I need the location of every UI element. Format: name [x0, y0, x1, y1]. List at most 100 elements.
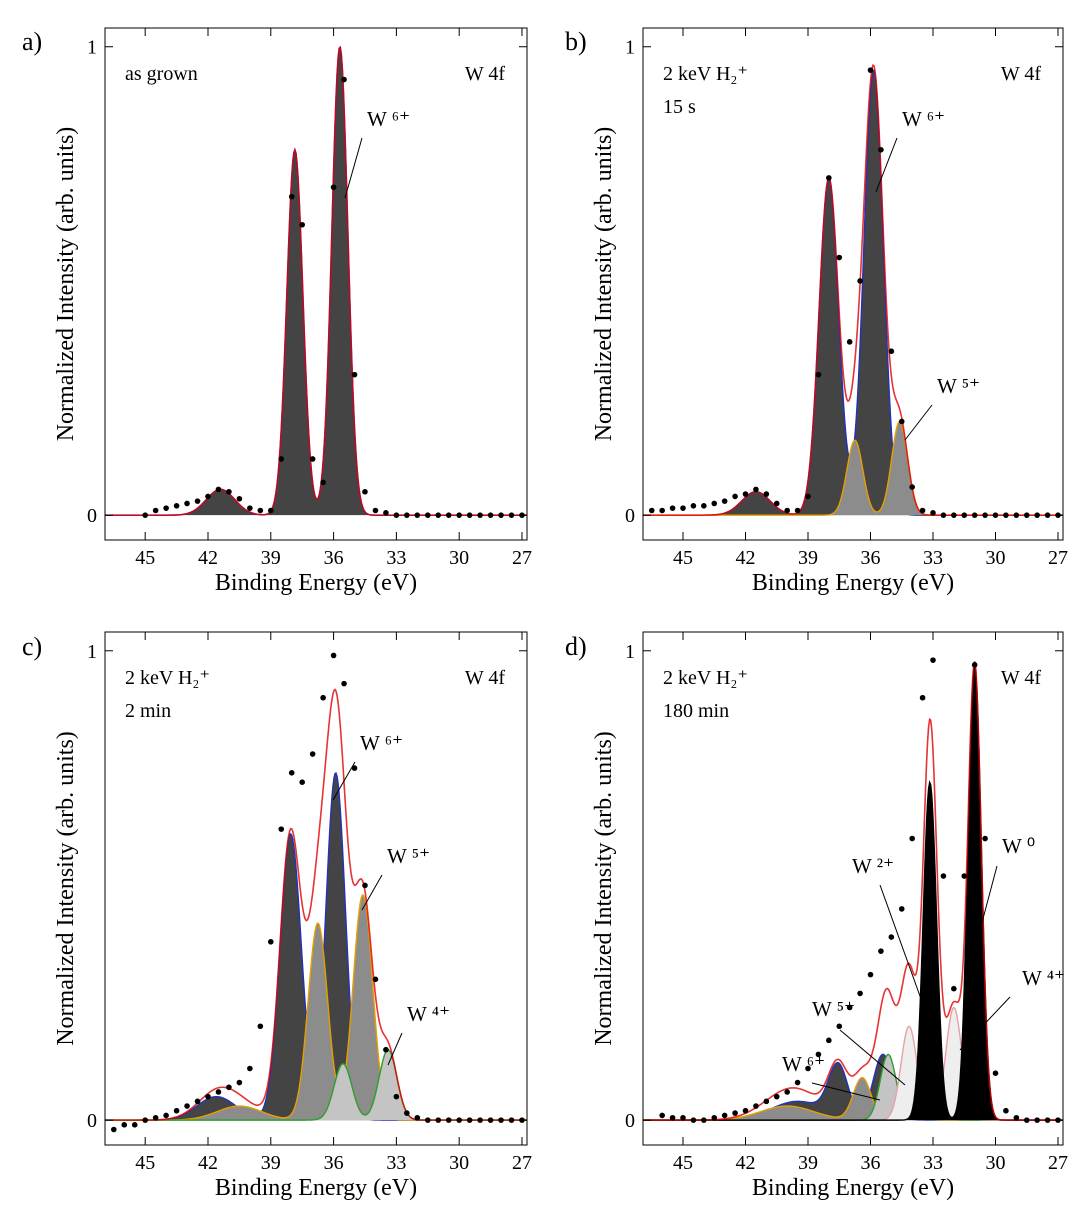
data-point [278, 456, 285, 462]
data-point [846, 339, 853, 345]
data-point [669, 505, 676, 511]
data-point [763, 491, 770, 497]
data-point [477, 1117, 483, 1123]
data-point [152, 507, 159, 514]
data-point [424, 512, 431, 518]
data-point [309, 751, 316, 757]
data-point [982, 835, 988, 842]
data-point [341, 76, 347, 83]
data-point [867, 971, 874, 978]
data-point [372, 507, 379, 514]
data-point [701, 1117, 707, 1123]
y-tick-label: 0 [625, 505, 635, 527]
x-tick-label: 39 [798, 547, 818, 569]
y-axis-label: Normalized Intensity (arb. units) [53, 731, 79, 1046]
data-point [152, 1114, 159, 1121]
panel-label: c) [22, 632, 42, 661]
data-point [836, 1023, 843, 1030]
data-point [414, 1114, 421, 1121]
data-point [680, 505, 686, 511]
data-point [919, 507, 926, 514]
x-tick-label: 36 [324, 547, 344, 569]
data-point [320, 479, 326, 486]
component-line [105, 45, 527, 516]
data-point [362, 882, 368, 889]
leader-line [875, 137, 898, 193]
leader-line [811, 1082, 881, 1101]
data-point [690, 1117, 697, 1123]
data-point [805, 493, 811, 500]
x-tick-label: 27 [512, 547, 532, 569]
data-point [701, 503, 707, 509]
component-area [643, 421, 1063, 516]
data-point [940, 873, 947, 879]
data-point [878, 146, 884, 153]
panel-label: d) [565, 632, 587, 661]
x-tick-label: 42 [736, 547, 756, 569]
data-point [909, 835, 915, 842]
data-point [194, 1098, 201, 1105]
data-point [477, 512, 483, 518]
data-point [982, 512, 988, 518]
data-point [205, 1093, 211, 1100]
plot-area [105, 652, 527, 1133]
data-point [508, 512, 515, 518]
component-label: W ⁵⁺ [387, 844, 430, 868]
component-area [643, 1007, 1063, 1121]
x-tick-label: 33 [386, 1152, 406, 1174]
panel-label: a) [22, 27, 42, 56]
component-label: W ⁴⁺ [1022, 966, 1065, 990]
component-label: W ⁶⁺ [782, 1052, 825, 1076]
data-point [763, 1098, 770, 1105]
data-point [372, 976, 379, 983]
x-tick-label: 30 [986, 547, 1006, 569]
data-point [711, 1114, 718, 1121]
x-tick-label: 36 [324, 1152, 344, 1174]
data-point [1013, 1114, 1020, 1121]
data-point [498, 512, 504, 518]
data-point [330, 652, 337, 659]
data-point [857, 278, 863, 284]
data-point [236, 495, 243, 502]
component-label: W ⁵⁺ [937, 374, 980, 398]
component-label: W ²⁺ [852, 854, 894, 878]
x-tick-label: 39 [261, 1152, 281, 1174]
leader-line [959, 996, 1011, 1051]
component-label: W ⁶⁺ [902, 107, 945, 131]
data-point [257, 507, 264, 514]
data-point [435, 1117, 442, 1123]
data-point [898, 906, 905, 912]
data-point [971, 662, 978, 668]
data-point [919, 694, 926, 701]
data-point [393, 512, 400, 518]
data-point [456, 512, 462, 518]
x-tick-label: 39 [261, 547, 281, 569]
data-point [445, 1117, 452, 1123]
condition-note: as grown [125, 63, 198, 85]
region-label: W 4f [465, 667, 506, 689]
component-label: W ⁵⁺ [812, 997, 855, 1021]
data-point [753, 1103, 759, 1109]
data-point [711, 500, 718, 507]
x-axis-label: Binding Energy (eV) [215, 570, 417, 596]
data-point [659, 507, 665, 514]
y-tick-label: 1 [625, 641, 635, 663]
x-tick-label: 45 [135, 1152, 155, 1174]
data-point [267, 507, 274, 514]
data-point [742, 491, 749, 497]
data-point [951, 512, 957, 518]
data-point [456, 1117, 462, 1123]
condition-note: 2 min [125, 700, 171, 722]
data-point [1003, 1107, 1009, 1114]
data-point [487, 512, 494, 518]
plot-frame [642, 631, 1064, 1146]
data-point [121, 1122, 128, 1128]
data-point [236, 1079, 243, 1086]
data-point [288, 770, 295, 776]
data-point [680, 1114, 686, 1121]
data-point [898, 418, 905, 425]
component-area [105, 895, 527, 1121]
data-point [1034, 512, 1040, 518]
data-point [961, 873, 968, 879]
component-area [643, 664, 1063, 1121]
